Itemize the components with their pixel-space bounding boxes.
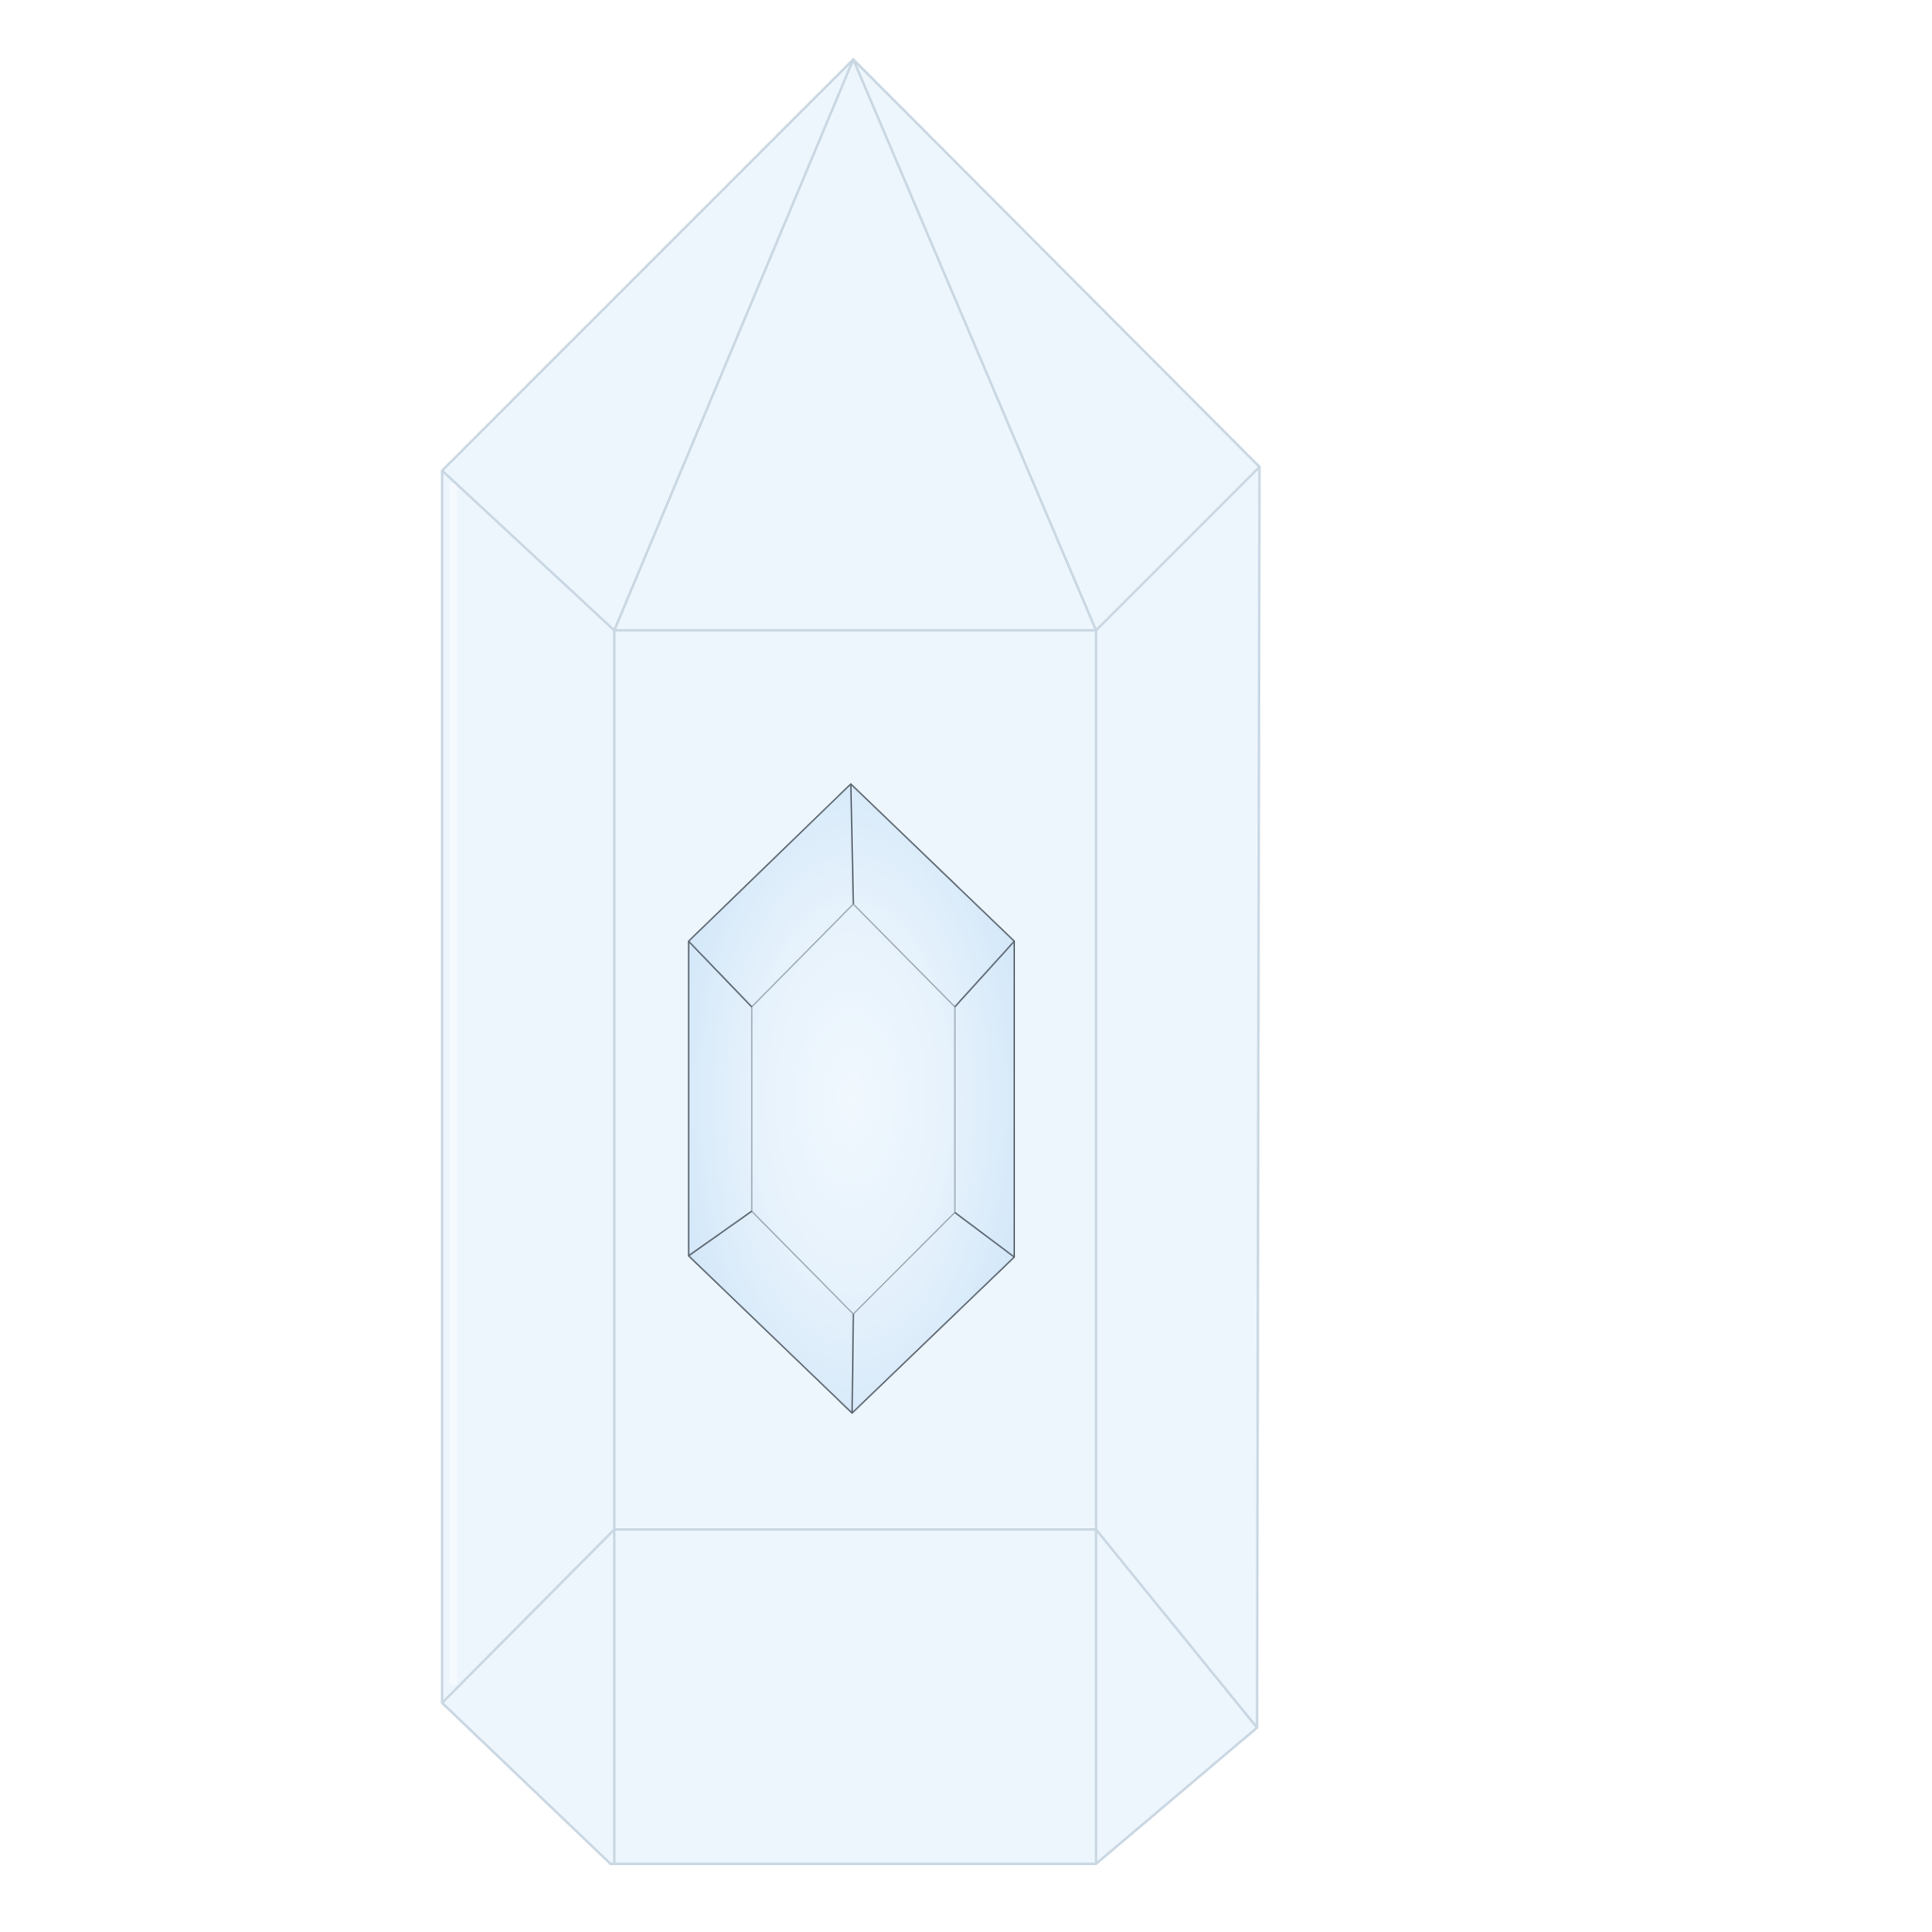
gem [688,783,1015,1414]
front-face [612,628,1098,1531]
top-facet-edges [441,58,1261,632]
bottom-left-edge [441,1528,616,1705]
gem-facet-lines [688,783,1015,1413]
crystal-facets [441,58,1261,1864]
bottom-right-edge [1094,1528,1258,1729]
